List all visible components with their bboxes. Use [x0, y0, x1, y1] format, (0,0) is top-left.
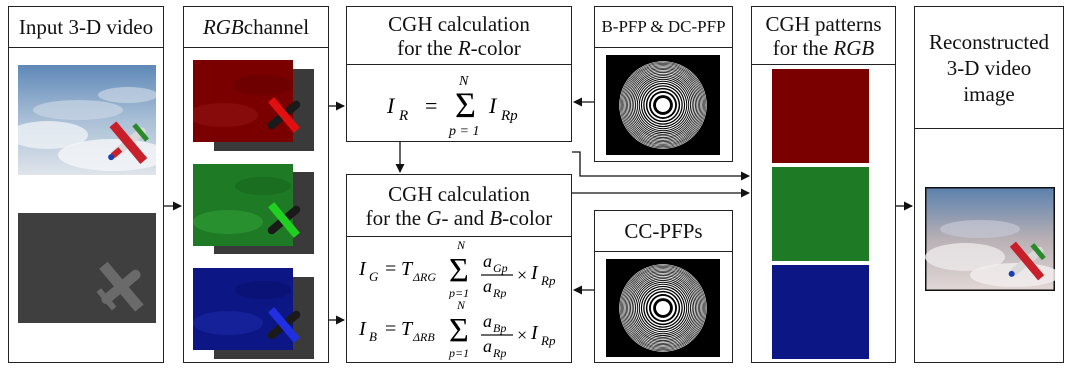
svg-text:G: G: [369, 269, 379, 284]
reconstructed-image: [925, 187, 1055, 291]
red-airplane-icon: [267, 97, 301, 133]
svg-text:p=1: p=1: [448, 346, 469, 360]
reconstructed-title: Reconstructed 3-D video image: [915, 7, 1063, 129]
cgh-r-title: CGH calculation for the R-color: [347, 7, 571, 65]
formula-r-eq: =: [425, 93, 437, 118]
formula-r-term: I: [488, 93, 498, 118]
formula-r-sum-top: N: [458, 74, 469, 89]
svg-text:=: =: [385, 318, 396, 340]
svg-text:I: I: [358, 258, 367, 280]
svg-text:Σ: Σ: [449, 252, 469, 289]
zone-ring: [656, 301, 670, 315]
zone-ring: [656, 98, 670, 112]
svg-text:p=1: p=1: [448, 286, 469, 299]
formula-r: I R = N Σ p = 1 I Rp: [386, 74, 518, 139]
svg-text:ΔRB: ΔRB: [412, 330, 435, 344]
svg-text:Rp: Rp: [540, 273, 556, 288]
rgb-channel-panel: RGB channel: [183, 6, 329, 363]
green-airplane-icon: [267, 202, 301, 238]
svg-text:ΔRG: ΔRG: [412, 270, 436, 284]
blue-pattern: [772, 265, 869, 359]
formula-r-term-sub: Rp: [500, 108, 518, 124]
svg-text:I: I: [358, 318, 367, 340]
green-pattern: [772, 167, 869, 261]
red-pattern: [772, 69, 869, 163]
svg-text:Σ: Σ: [449, 312, 469, 349]
svg-text:Rp: Rp: [492, 346, 506, 360]
ccpfp-panel: CC-PFPs: [594, 210, 733, 363]
svg-text:a: a: [483, 251, 492, 271]
svg-text:T: T: [401, 258, 414, 280]
svg-text:I: I: [530, 322, 539, 344]
svg-text:I: I: [530, 262, 539, 284]
svg-text:B: B: [369, 329, 377, 344]
cgh-gb-title: CGH calculation for the G- and B-color: [347, 175, 571, 237]
svg-text:N: N: [456, 239, 466, 252]
airplane-silhouette-icon: [96, 261, 144, 312]
svg-text:×: ×: [517, 265, 527, 285]
svg-text:N: N: [456, 299, 466, 312]
input-depth-map: [18, 213, 156, 323]
formula-r-sum-bot: p = 1: [448, 124, 479, 139]
bpfp-panel: B-PFP & DC-PFP: [594, 6, 733, 162]
bpfp-title: B-PFP & DC-PFP: [595, 7, 732, 48]
rgb-channel-title: RGB channel: [184, 7, 328, 48]
svg-text:Rp: Rp: [540, 333, 556, 348]
cgh-patterns-title: CGH patterns for the RGB: [752, 7, 895, 65]
svg-text:T: T: [401, 318, 414, 340]
svg-text:=: =: [385, 258, 396, 280]
svg-text:a: a: [483, 336, 492, 356]
formula-g: I G = T ΔRG N Σ p=1 a Gp a Rp × I Rp: [358, 239, 556, 299]
svg-text:Gp: Gp: [493, 261, 508, 275]
zone-plate-icon: [606, 55, 720, 155]
cgh-r-panel: CGH calculation for the R-color I R = N …: [346, 6, 572, 142]
input-sky-image: [18, 65, 156, 175]
blue-airplane-icon: [267, 307, 301, 343]
reconstructed-panel: Reconstructed 3-D video image: [914, 6, 1064, 363]
zone-plate-icon-cc: [606, 259, 720, 357]
svg-text:Bp: Bp: [493, 321, 506, 335]
cgh-gb-panel: CGH calculation for the G- and B-color I…: [346, 174, 572, 363]
svg-text:a: a: [483, 276, 492, 296]
svg-text:Rp: Rp: [492, 286, 506, 299]
formula-r-lhs: I: [386, 93, 396, 118]
formula-b: I B = T ΔRB N Σ p=1 a Bp a Rp × I Rp: [358, 299, 556, 360]
formula-r-sigma: Σ: [455, 85, 476, 125]
input-video-title: Input 3-D video: [9, 7, 163, 48]
input-video-panel: Input 3-D video: [8, 6, 164, 363]
cgh-patterns-panel: CGH patterns for the RGB: [751, 6, 896, 363]
airplane-icon: [108, 121, 149, 164]
svg-text:a: a: [483, 311, 492, 331]
formula-r-lhs-sub: R: [398, 108, 408, 124]
reconstructed-airplane-icon: [1008, 241, 1046, 281]
ccpfp-title: CC-PFPs: [595, 211, 732, 252]
svg-text:×: ×: [517, 325, 527, 345]
